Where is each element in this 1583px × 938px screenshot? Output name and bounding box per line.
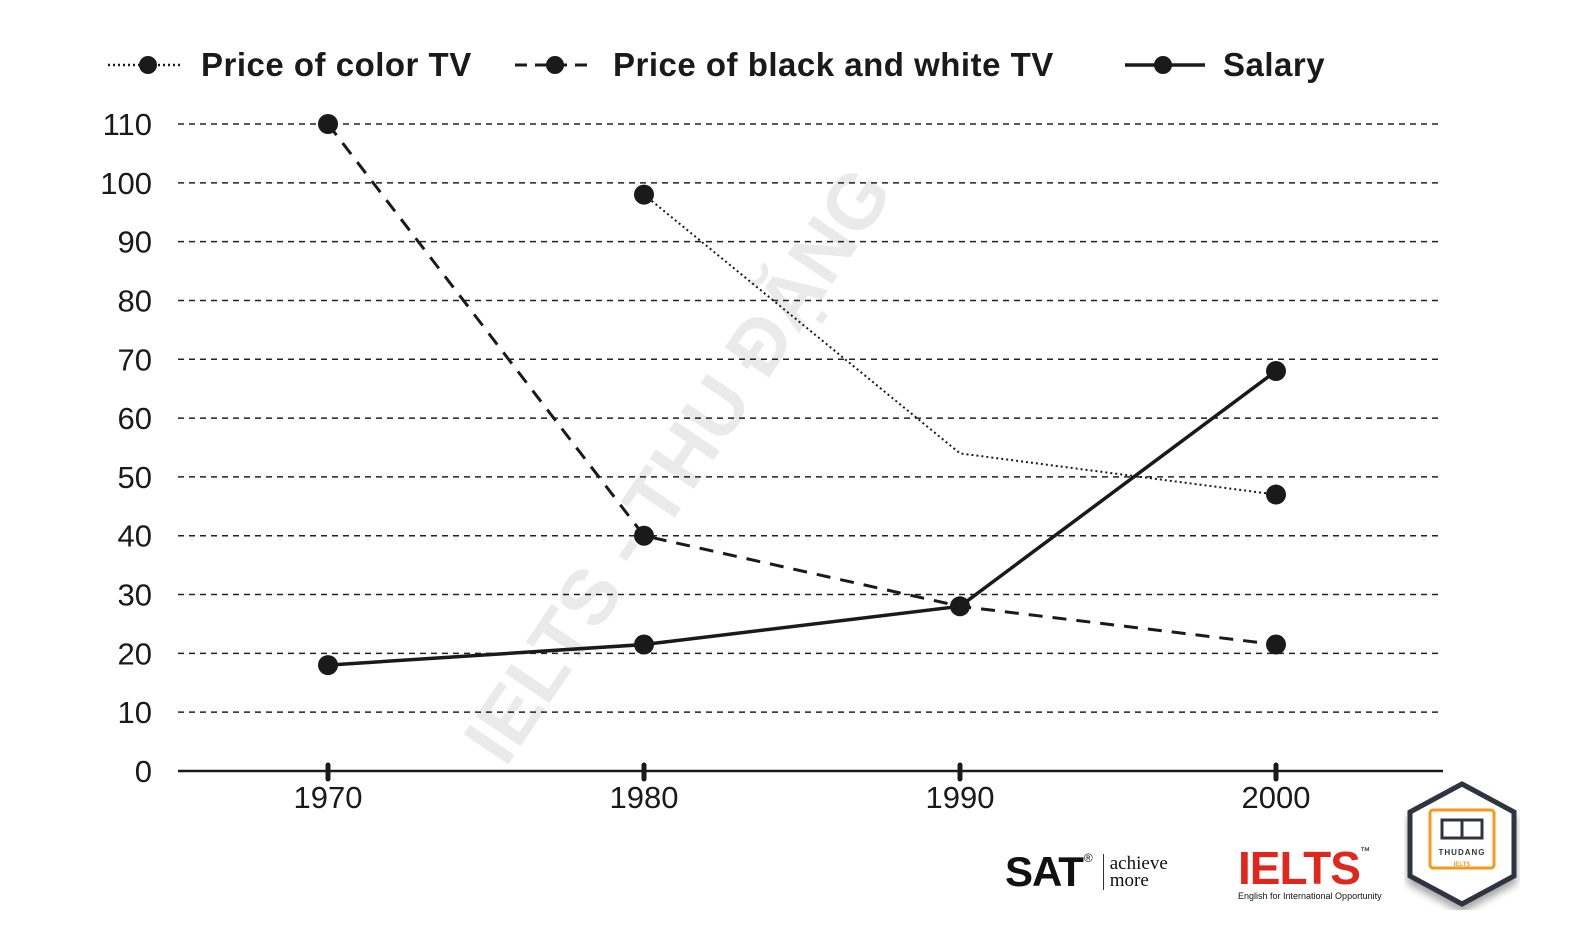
y-tick-label: 70 bbox=[118, 342, 152, 377]
legend-swatch-solid bbox=[1125, 56, 1205, 74]
legend-swatch-dotted bbox=[108, 56, 183, 74]
legend-swatch-dashed bbox=[515, 56, 595, 74]
data-point-solid bbox=[634, 634, 654, 655]
y-tick-label: 110 bbox=[103, 107, 152, 142]
x-tick-label: 1970 bbox=[294, 780, 363, 815]
data-point-solid bbox=[950, 596, 970, 617]
data-point-dotted bbox=[634, 184, 654, 205]
sat-tagline: achieve more bbox=[1109, 853, 1168, 891]
y-tick-label: 60 bbox=[118, 401, 152, 436]
sat-separator bbox=[1102, 854, 1104, 890]
x-tick-label: 1980 bbox=[610, 780, 679, 815]
y-tick-label: 90 bbox=[118, 225, 152, 260]
sat-wordmark: SAT bbox=[1005, 848, 1084, 895]
data-point-dashed bbox=[318, 114, 338, 134]
y-tick-label: 50 bbox=[118, 460, 152, 495]
legend-item-bw-tv: Price of black and white TV bbox=[515, 40, 1054, 90]
data-point-dotted bbox=[1266, 484, 1286, 505]
ielts-logo: IELTS™ English for International Opportu… bbox=[1238, 845, 1382, 901]
series-line-solid bbox=[327, 369, 1278, 667]
data-point-dashed bbox=[634, 525, 654, 546]
y-tick-label: 40 bbox=[118, 519, 152, 554]
data-point-solid bbox=[318, 655, 338, 676]
data-point-dashed bbox=[1266, 634, 1286, 655]
legend-label-bw-tv: Price of black and white TV bbox=[613, 46, 1054, 83]
y-tick-label: 80 bbox=[118, 283, 152, 318]
y-tick-label: 30 bbox=[118, 578, 152, 613]
legend-item-salary: Salary bbox=[1125, 40, 1325, 90]
x-tick-label: 2000 bbox=[1242, 780, 1311, 815]
y-tick-label: 10 bbox=[118, 695, 152, 730]
watermark-text: IELTS - THU ĐẶNG bbox=[446, 152, 908, 778]
data-point-solid bbox=[1266, 361, 1286, 382]
y-tick-label: 20 bbox=[118, 636, 152, 671]
series-line-dotted bbox=[643, 193, 1277, 496]
legend-item-color-tv: Price of color TV bbox=[108, 40, 472, 90]
badge-bottom-text: IELTS bbox=[1454, 862, 1471, 868]
x-tick-label: 1990 bbox=[926, 780, 995, 815]
badge-top-text: THUDANG bbox=[1439, 848, 1486, 857]
series-line-dashed bbox=[326, 123, 1277, 647]
thudang-badge-logo: THUDANG IELTS bbox=[1407, 781, 1517, 907]
y-tick-label: 0 bbox=[135, 754, 152, 789]
ielts-subtitle: English for International Opportunity bbox=[1238, 891, 1382, 901]
sat-registered-mark: ® bbox=[1083, 851, 1093, 865]
ielts-trademark: ™ bbox=[1359, 846, 1370, 857]
legend-label-color-tv: Price of color TV bbox=[201, 46, 472, 83]
ielts-wordmark: IELTS bbox=[1238, 842, 1361, 894]
sat-tagline-line-1: achieve bbox=[1109, 853, 1168, 874]
chart-legend: Price of color TV Price of black and whi… bbox=[0, 40, 1583, 90]
legend-label-salary: Salary bbox=[1223, 46, 1326, 83]
sat-logo: SAT ® achieve more bbox=[1005, 848, 1168, 896]
sat-tagline-line-2: more bbox=[1109, 870, 1149, 891]
y-tick-label: 100 bbox=[100, 166, 152, 201]
